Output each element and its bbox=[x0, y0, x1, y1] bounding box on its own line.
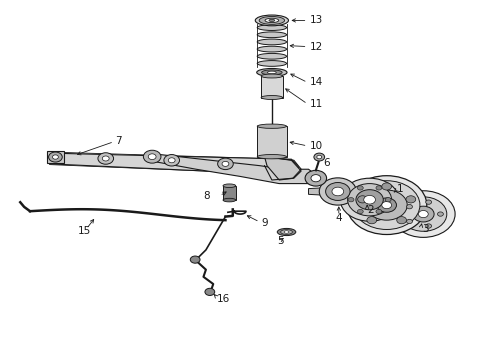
Text: 6: 6 bbox=[323, 158, 330, 168]
Ellipse shape bbox=[257, 46, 287, 52]
Circle shape bbox=[348, 198, 354, 202]
Circle shape bbox=[400, 197, 447, 231]
Ellipse shape bbox=[269, 19, 275, 22]
Ellipse shape bbox=[257, 154, 287, 159]
Ellipse shape bbox=[281, 230, 293, 234]
Circle shape bbox=[407, 219, 413, 224]
Circle shape bbox=[426, 200, 432, 204]
Ellipse shape bbox=[257, 25, 287, 31]
Circle shape bbox=[358, 196, 368, 203]
Ellipse shape bbox=[257, 68, 287, 76]
Circle shape bbox=[382, 183, 392, 190]
Ellipse shape bbox=[261, 95, 283, 99]
Circle shape bbox=[376, 186, 382, 190]
Circle shape bbox=[311, 175, 321, 182]
Circle shape bbox=[426, 224, 432, 228]
Circle shape bbox=[332, 187, 343, 196]
Circle shape bbox=[357, 210, 363, 214]
Circle shape bbox=[376, 210, 382, 214]
Ellipse shape bbox=[257, 32, 287, 38]
Circle shape bbox=[397, 217, 407, 224]
Ellipse shape bbox=[262, 70, 282, 75]
Circle shape bbox=[346, 176, 427, 234]
Ellipse shape bbox=[259, 17, 285, 24]
Circle shape bbox=[144, 150, 161, 163]
Circle shape bbox=[164, 154, 179, 166]
Circle shape bbox=[168, 158, 175, 163]
Ellipse shape bbox=[257, 60, 287, 66]
Circle shape bbox=[218, 158, 233, 170]
Text: 3: 3 bbox=[422, 225, 428, 234]
Circle shape bbox=[205, 288, 215, 296]
Circle shape bbox=[317, 155, 322, 159]
Circle shape bbox=[385, 198, 391, 202]
Circle shape bbox=[52, 155, 58, 159]
Circle shape bbox=[347, 184, 392, 216]
Ellipse shape bbox=[257, 39, 287, 45]
Ellipse shape bbox=[268, 71, 276, 74]
Text: 12: 12 bbox=[310, 42, 323, 51]
Circle shape bbox=[190, 256, 200, 263]
Circle shape bbox=[392, 191, 455, 237]
Text: 10: 10 bbox=[310, 141, 322, 151]
Circle shape bbox=[148, 154, 156, 159]
Ellipse shape bbox=[284, 231, 289, 233]
Ellipse shape bbox=[277, 228, 296, 235]
Text: 8: 8 bbox=[203, 192, 210, 202]
Ellipse shape bbox=[223, 198, 236, 202]
Circle shape bbox=[366, 190, 407, 220]
Circle shape bbox=[326, 183, 350, 201]
Text: 14: 14 bbox=[310, 77, 323, 87]
Text: 15: 15 bbox=[78, 226, 91, 236]
Polygon shape bbox=[147, 153, 318, 184]
Circle shape bbox=[407, 204, 413, 209]
Polygon shape bbox=[47, 151, 64, 163]
Circle shape bbox=[98, 153, 114, 164]
Circle shape bbox=[377, 198, 396, 212]
Ellipse shape bbox=[255, 15, 289, 26]
Circle shape bbox=[438, 212, 443, 216]
Text: 11: 11 bbox=[310, 99, 323, 109]
Circle shape bbox=[367, 217, 377, 224]
Circle shape bbox=[340, 178, 399, 221]
Circle shape bbox=[382, 202, 392, 209]
Circle shape bbox=[418, 211, 428, 218]
Ellipse shape bbox=[257, 124, 287, 129]
Text: 7: 7 bbox=[116, 136, 122, 146]
Circle shape bbox=[319, 178, 356, 205]
Ellipse shape bbox=[265, 18, 279, 23]
Polygon shape bbox=[49, 153, 299, 175]
Circle shape bbox=[406, 196, 416, 203]
Text: 5: 5 bbox=[277, 236, 284, 246]
Circle shape bbox=[356, 190, 383, 210]
Polygon shape bbox=[309, 187, 335, 196]
Circle shape bbox=[353, 181, 420, 229]
Ellipse shape bbox=[223, 184, 236, 188]
Text: 16: 16 bbox=[217, 294, 230, 304]
Circle shape bbox=[364, 195, 375, 204]
Circle shape bbox=[49, 152, 62, 162]
Text: 9: 9 bbox=[261, 218, 268, 228]
Ellipse shape bbox=[261, 74, 283, 78]
Circle shape bbox=[222, 161, 229, 166]
Polygon shape bbox=[261, 76, 283, 98]
Circle shape bbox=[413, 206, 434, 222]
Polygon shape bbox=[257, 126, 287, 157]
Text: 1: 1 bbox=[396, 184, 403, 194]
Polygon shape bbox=[223, 186, 236, 200]
Circle shape bbox=[314, 153, 325, 161]
Circle shape bbox=[305, 170, 327, 186]
Text: 2: 2 bbox=[367, 206, 374, 216]
Polygon shape bbox=[265, 157, 301, 180]
Circle shape bbox=[102, 156, 109, 161]
Circle shape bbox=[357, 186, 363, 190]
Text: 4: 4 bbox=[335, 213, 342, 223]
Text: 13: 13 bbox=[310, 15, 323, 26]
Ellipse shape bbox=[257, 53, 287, 59]
